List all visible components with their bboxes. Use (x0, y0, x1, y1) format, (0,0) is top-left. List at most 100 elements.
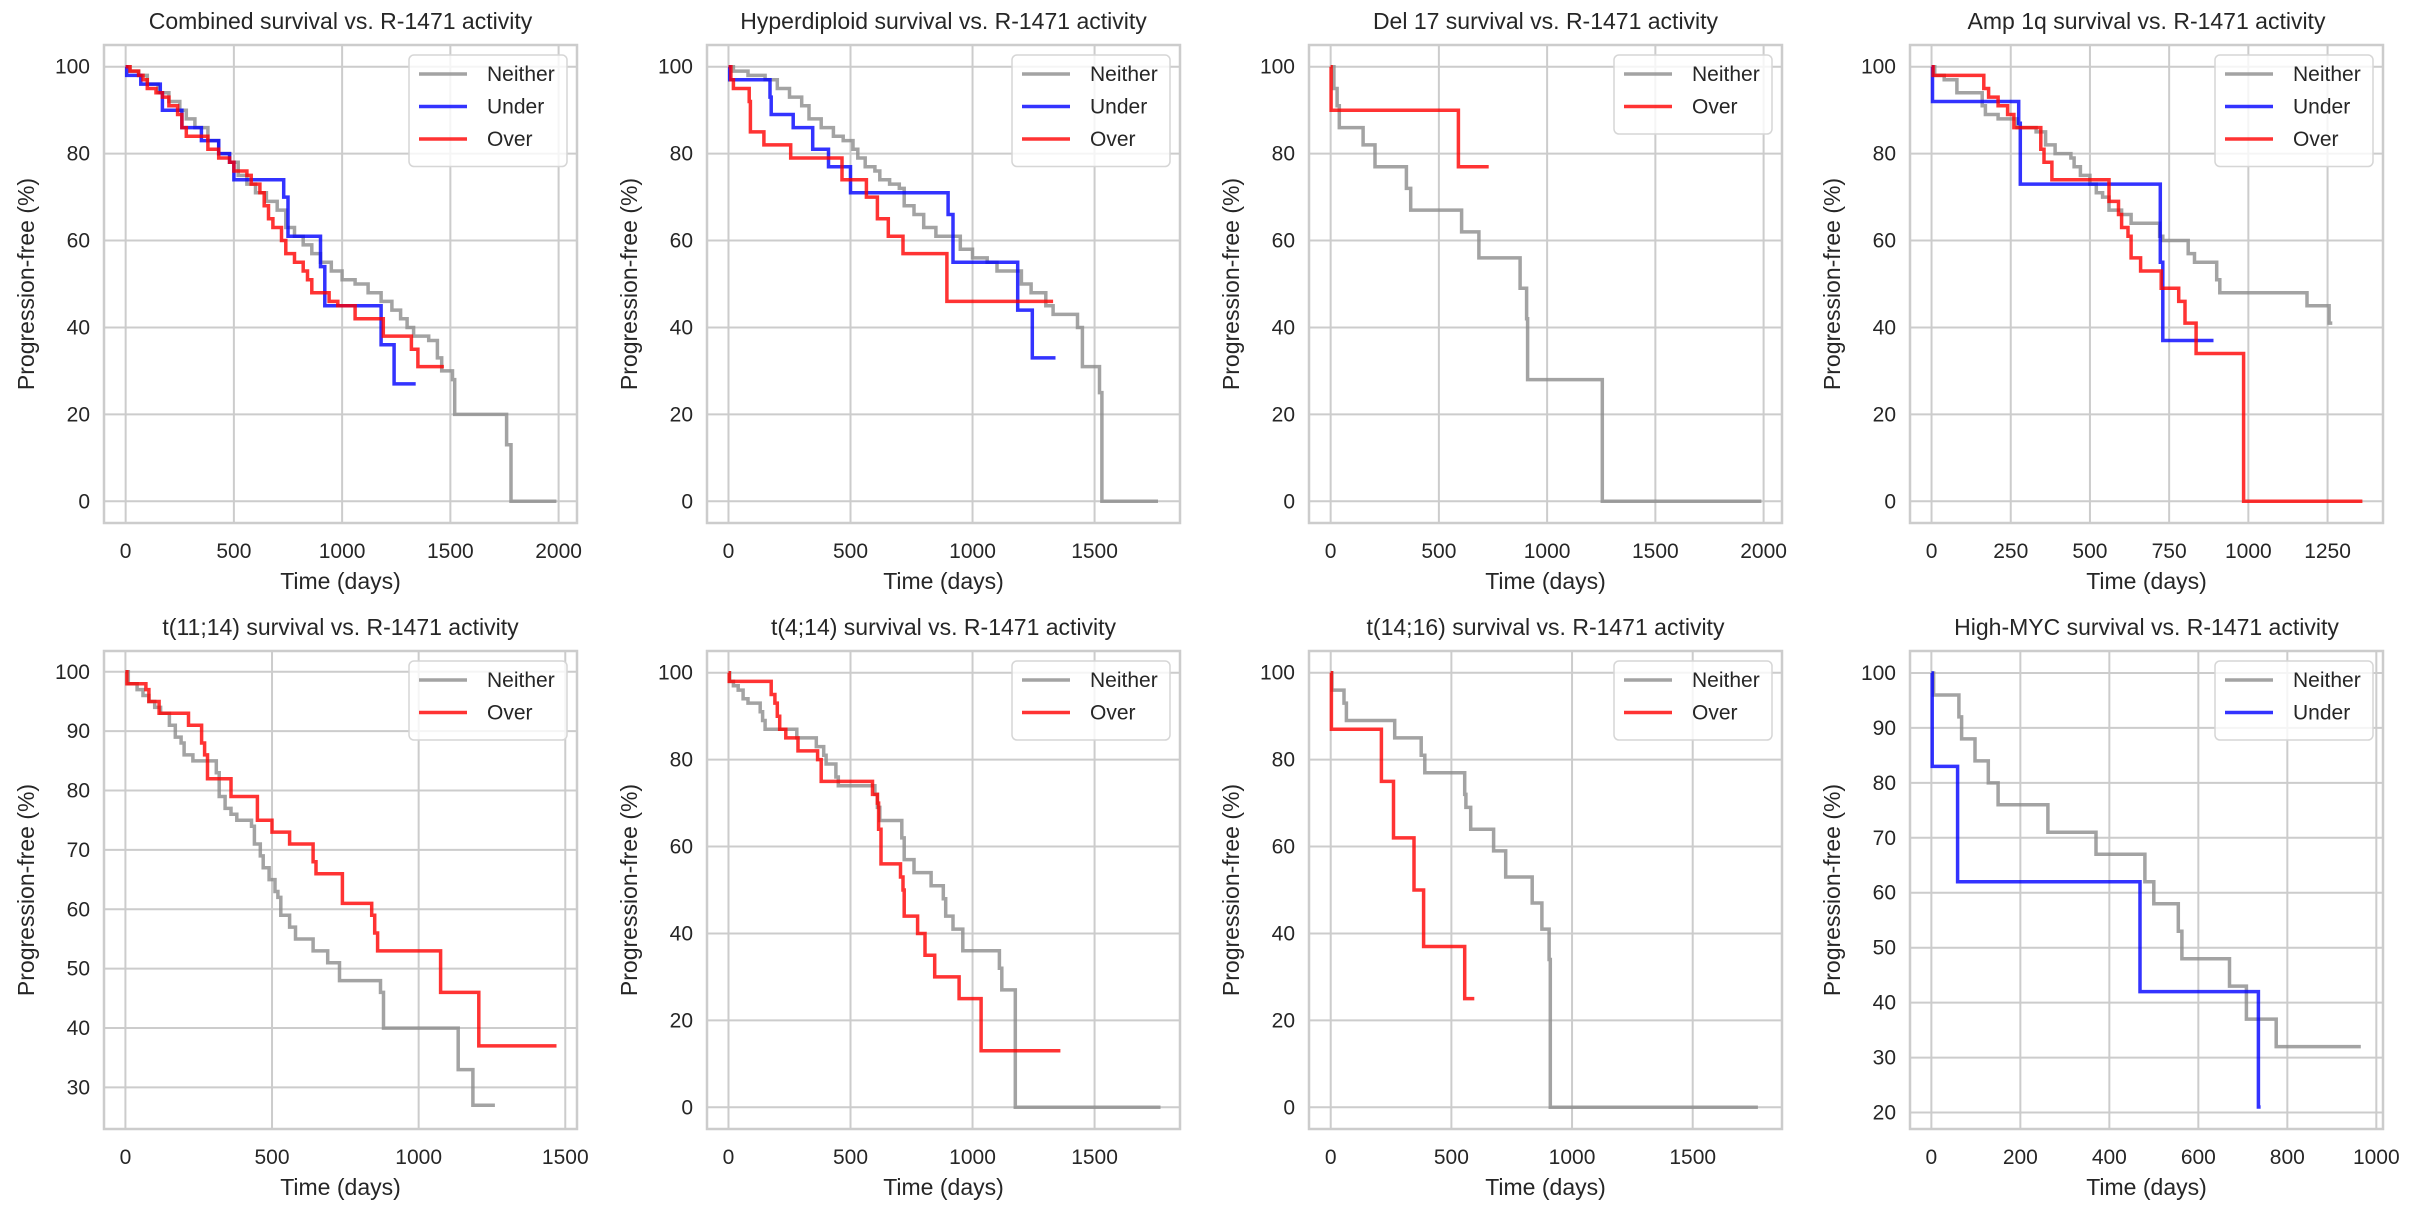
y-tick-label: 40 (670, 922, 693, 945)
series-line-under (1930, 671, 2261, 1109)
legend-label: Over (1090, 128, 1136, 151)
y-tick-label: 40 (670, 316, 693, 339)
chart-title: Hyperdiploid survival vs. R-1471 activit… (740, 8, 1147, 34)
series-line-over (1329, 64, 1489, 169)
y-axis-label: Progression-free (%) (616, 784, 642, 996)
x-tick-label: 1500 (1632, 540, 1679, 563)
chart-panel-4: Amp 1q survival vs. R-1471 activity 0 250 5… (1819, 8, 2385, 594)
x-tick-label: 0 (723, 540, 735, 563)
chart-title: Amp 1q survival vs. R-1471 activity (1968, 8, 2326, 34)
axes-frame (102, 43, 579, 525)
y-axis-label: Progression-free (%) (13, 178, 39, 390)
chart-title: t(4;14) survival vs. R-1471 activity (771, 614, 1117, 640)
legend: Neither Over (1011, 660, 1171, 741)
legend: Neither Under (2214, 660, 2374, 741)
y-tick-label: 100 (55, 56, 90, 79)
y-tick-label: 30 (1873, 1047, 1896, 1070)
chart-panel-3: Del 17 survival vs. R-1471 activity 0 500 1… (1218, 8, 1787, 594)
x-tick-label: 500 (2072, 540, 2107, 563)
y-tick-label: 40 (67, 316, 90, 339)
x-tick-label: 1000 (319, 540, 366, 563)
x-tick-label: 1500 (427, 540, 474, 563)
series-line-over (728, 64, 1054, 304)
y-tick-label: 100 (1861, 662, 1896, 685)
y-tick-label: 60 (67, 898, 90, 921)
series-line-over (727, 670, 1061, 1053)
x-tick-label: 1500 (1071, 540, 1118, 563)
x-axis-label: Time (days) (883, 1174, 1004, 1200)
y-tick-label: 50 (67, 958, 90, 981)
legend: Neither Over (408, 660, 568, 741)
x-tick-label: 250 (1993, 540, 2028, 563)
legend: Neither Over (1613, 54, 1773, 135)
y-tick-label: 0 (1283, 490, 1295, 513)
axes-frame (1908, 649, 2385, 1131)
x-tick-label: 500 (1434, 1146, 1469, 1169)
y-tick-label: 100 (1861, 56, 1896, 79)
axes-frame (1307, 43, 1784, 525)
y-tick-label: 100 (658, 56, 693, 79)
x-tick-label: 0 (1926, 1146, 1938, 1169)
x-tick-label: 0 (723, 1146, 735, 1169)
x-tick-label: 750 (2152, 540, 2187, 563)
x-tick-label: 1000 (949, 1146, 996, 1169)
legend-label: Over (1692, 96, 1738, 119)
x-tick-label: 200 (2003, 1146, 2038, 1169)
x-tick-label: 400 (2092, 1146, 2127, 1169)
y-tick-label: 80 (670, 143, 693, 166)
chart-panel-5: t(11;14) survival vs. R-1471 activity 0 50… (13, 614, 589, 1200)
y-tick-label: 40 (1873, 992, 1896, 1015)
x-tick-label: 1250 (2304, 540, 2351, 563)
x-tick-label: 0 (1325, 1146, 1337, 1169)
y-tick-label: 40 (1272, 316, 1295, 339)
x-tick-label: 1000 (1549, 1146, 1596, 1169)
y-tick-label: 0 (681, 490, 693, 513)
legend-label: Neither (2293, 669, 2361, 692)
x-axis-label: Time (days) (1485, 568, 1606, 594)
x-axis-label: Time (days) (883, 568, 1004, 594)
legend-label: Neither (1090, 669, 1158, 692)
x-tick-label: 2000 (535, 540, 582, 563)
y-tick-label: 80 (670, 749, 693, 772)
chart-panel-1: Combined survival vs. R-1471 activity 0 50… (13, 8, 582, 594)
legend: Neither Under Over (1011, 54, 1171, 168)
x-tick-label: 1500 (1071, 1146, 1118, 1169)
axes-frame (102, 649, 579, 1131)
chart-title: t(11;14) survival vs. R-1471 activity (162, 614, 519, 640)
y-tick-label: 100 (1260, 56, 1295, 79)
x-axis-label: Time (days) (2086, 1174, 2207, 1200)
y-tick-label: 60 (1873, 230, 1896, 253)
x-tick-label: 1000 (2225, 540, 2272, 563)
series-line-neither (1330, 64, 1762, 504)
x-tick-label: 0 (1325, 540, 1337, 563)
x-tick-label: 1500 (1669, 1146, 1716, 1169)
legend-label: Under (487, 96, 544, 119)
x-tick-label: 0 (120, 540, 132, 563)
y-tick-label: 20 (1272, 1009, 1295, 1032)
y-tick-label: 50 (1873, 937, 1896, 960)
y-tick-label: 40 (1873, 316, 1896, 339)
y-tick-label: 80 (67, 780, 90, 803)
y-tick-label: 0 (1884, 490, 1896, 513)
y-tick-label: 90 (1873, 717, 1896, 740)
x-tick-label: 1000 (2353, 1146, 2400, 1169)
y-tick-label: 100 (658, 662, 693, 685)
series-line-over (1329, 670, 1475, 1001)
chart-panel-7: t(14;16) survival vs. R-1471 activity 0 50… (1218, 614, 1784, 1200)
y-tick-label: 60 (670, 836, 693, 859)
x-tick-label: 1500 (542, 1146, 589, 1169)
series-line-under (1930, 64, 2214, 343)
legend-label: Neither (2293, 63, 2361, 86)
y-tick-label: 30 (67, 1076, 90, 1099)
y-tick-label: 80 (1272, 143, 1295, 166)
y-tick-label: 100 (1260, 662, 1295, 685)
x-axis-label: Time (days) (280, 1174, 401, 1200)
legend-label: Under (2293, 96, 2350, 119)
y-tick-label: 0 (681, 1096, 693, 1119)
chart-title: t(14;16) survival vs. R-1471 activity (1367, 614, 1725, 640)
y-tick-label: 60 (1272, 230, 1295, 253)
series-line-over (1931, 64, 2363, 504)
y-axis-label: Progression-free (%) (1218, 784, 1244, 996)
legend-label: Neither (1692, 63, 1760, 86)
chart-title: High-MYC survival vs. R-1471 activity (1954, 614, 2339, 640)
